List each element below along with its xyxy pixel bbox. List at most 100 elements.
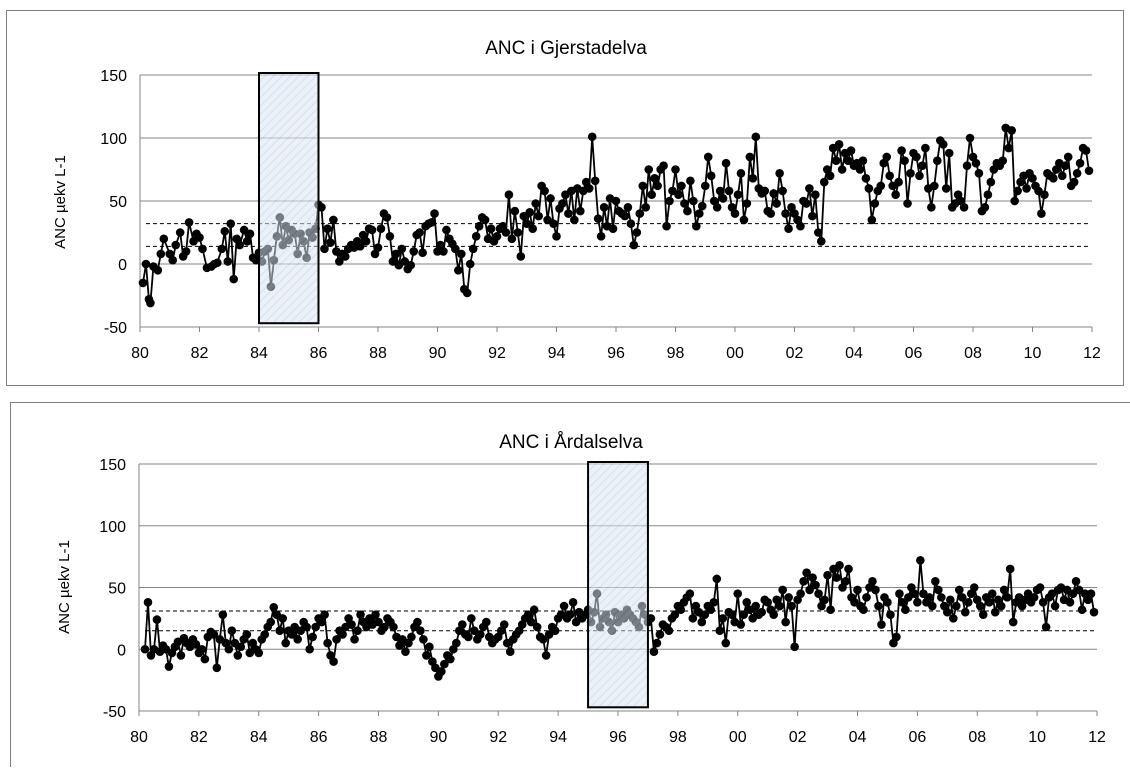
data-point [703,152,713,162]
data-point [814,228,823,237]
data-point [662,221,671,231]
data-point [683,206,692,216]
data-point [534,211,543,221]
data-point [894,177,903,187]
data-point [962,161,972,171]
data-point [391,249,401,259]
data-point [990,607,1000,617]
data-point [844,564,853,574]
data-point [510,206,520,216]
data-point [320,244,329,254]
data-point [712,203,722,212]
data-point [269,602,279,612]
data-point [931,577,940,586]
data-point [943,607,952,617]
y-tick-label: 100 [99,519,126,536]
data-point [371,610,380,619]
data-point [223,257,233,266]
data-point [647,190,656,199]
data-point [959,203,969,212]
data-point [843,156,853,165]
data-point [499,620,509,629]
data-point [913,598,922,607]
data-point [138,278,148,288]
data-point [1037,209,1046,218]
x-tick-label: 90 [429,345,447,362]
data-point [1050,601,1060,611]
data-point [745,152,755,162]
data-point [355,242,365,251]
data-point [550,626,560,636]
data-point [1022,184,1031,193]
data-point [706,171,716,181]
data-point [736,168,746,178]
data-point [1069,177,1079,187]
data-point [629,240,639,250]
data-point [867,215,877,225]
data-point [451,244,460,254]
data-point [670,610,680,619]
data-point [808,211,817,221]
data-point [736,620,746,629]
data-point [439,247,448,256]
data-point [712,574,722,584]
x-tick-label: 96 [609,729,627,746]
data-point [1041,622,1051,632]
data-point [1071,577,1081,586]
data-point [721,158,731,168]
data-point [686,176,695,186]
data-point [652,638,662,648]
data-point [181,247,191,256]
data-point [778,585,787,595]
data-point [882,152,892,162]
data-point [184,218,194,227]
data-point [655,630,665,639]
x-tick-label: 12 [1083,345,1101,362]
data-point [1038,598,1048,607]
data-point [859,605,868,615]
y-tick-label: 50 [108,581,126,598]
data-point [700,610,710,619]
data-point [526,617,536,627]
data-point [338,630,347,639]
data-point [191,640,201,649]
data-point [329,215,338,225]
data-point [266,617,276,627]
data-point [937,593,946,602]
data-point [217,244,227,254]
x-tick-label: 84 [250,345,268,362]
data-point [311,622,320,632]
data-point [200,654,210,664]
data-point [802,199,811,208]
data-point [975,601,985,611]
data-point [323,224,332,234]
data-point [213,258,222,268]
data-point [468,244,478,254]
data-point [528,224,537,234]
x-tick-label: 98 [669,729,687,746]
data-point [969,583,979,592]
data-point [549,219,558,228]
data-point [930,181,939,191]
x-tick-label: 06 [908,729,926,746]
data-point [176,651,186,660]
data-point [492,231,502,241]
x-tick-label: 86 [310,345,328,362]
data-point [596,231,606,241]
data-point [805,585,814,595]
data-point [816,237,826,246]
data-point [941,184,951,193]
data-point [212,663,222,673]
data-point [1086,589,1096,598]
data-point [766,209,775,218]
data-point [171,240,180,250]
data-point [1084,166,1094,176]
data-point [954,585,964,595]
data-point [883,598,892,607]
data-point [564,209,573,218]
data-point [1063,152,1073,162]
data-point [227,626,237,636]
data-point [921,143,930,153]
data-point [1081,146,1091,155]
data-point [787,601,796,611]
